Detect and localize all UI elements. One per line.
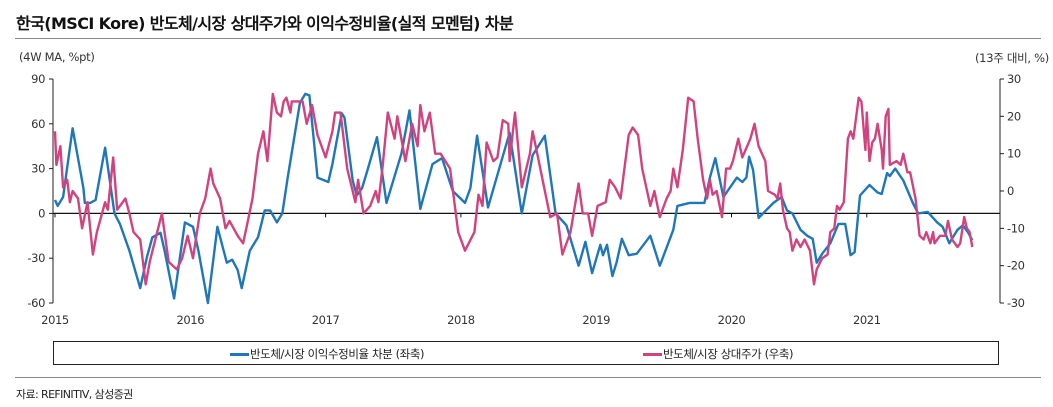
legend: 반도체/시장 이익수정비율 차분 (좌축) 반도체/시장 상대주가 (우축) (53, 341, 999, 365)
right-axis-unit: (13주 대비, %) (975, 51, 1049, 65)
left-axis-unit: (4W MA, %pt) (19, 50, 95, 64)
title-divider (15, 38, 1041, 39)
left-tick-label: 0 (38, 206, 45, 220)
right-tick-label: 10 (1007, 147, 1021, 161)
right-tick-label: -20 (1007, 259, 1025, 273)
x-tick-label: 2018 (447, 313, 475, 327)
x-tick-label: 2017 (312, 313, 340, 327)
legend-swatch-pink (643, 352, 662, 356)
right-tick-label: -30 (1007, 296, 1025, 310)
right-tick-label: 30 (1007, 72, 1021, 86)
x-tick-label: 2019 (582, 313, 610, 327)
left-tick-label: -60 (27, 296, 45, 310)
left-tick-label: 30 (31, 162, 45, 176)
left-tick-label: 90 (31, 72, 45, 86)
right-tick-label: 0 (1007, 184, 1014, 198)
source-note: 자료: REFINITIV, 삼성증권 (16, 388, 133, 401)
right-tick-label: 20 (1007, 109, 1021, 123)
x-tick-label: 2021 (853, 313, 881, 327)
legend-item-pink: 반도체/시장 상대주가 (우축) (643, 346, 794, 362)
x-tick-label: 2020 (718, 313, 746, 327)
left-tick-label: -30 (27, 251, 45, 265)
right-tick-label: -10 (1007, 221, 1025, 235)
chart-title: 한국(MSCI Kore) 반도체/시장 상대주가와 이익수정비율(실적 모멘텀… (16, 14, 514, 33)
series-line-earnings-revision (53, 92, 974, 305)
footer-divider (15, 377, 1041, 378)
legend-label-pink: 반도체/시장 상대주가 (우축) (663, 347, 794, 361)
series-line-relative-price (53, 92, 974, 286)
x-tick-label: 2016 (176, 313, 204, 327)
legend-swatch-blue (230, 352, 249, 356)
legend-item-blue: 반도체/시장 이익수정비율 차분 (좌축) (230, 346, 425, 362)
x-tick-label: 2015 (41, 313, 69, 327)
left-tick-label: 60 (31, 117, 45, 131)
legend-label-blue: 반도체/시장 이익수정비율 차분 (좌축) (250, 347, 425, 361)
